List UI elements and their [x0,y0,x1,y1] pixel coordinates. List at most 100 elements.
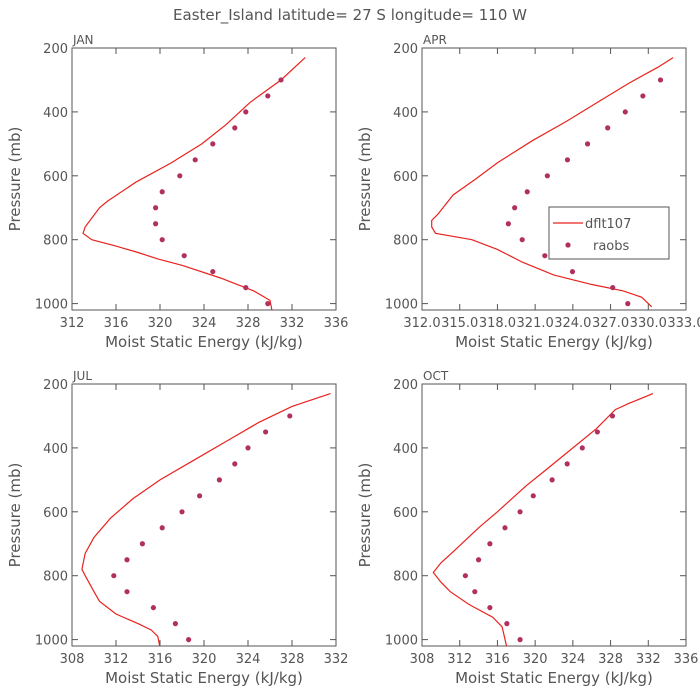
legend-box [548,206,670,260]
y-tick-label: 200 [43,378,68,393]
x-axis-label: Moist Static Energy (kJ/kg) [455,333,653,351]
x-tick-label: 332 [324,652,349,667]
data-point-raobs [265,93,271,99]
plot-area [431,57,674,308]
data-point-raobs [210,269,216,275]
data-point-raobs [153,221,159,227]
plot-area [432,393,654,646]
y-tick-label: 600 [43,170,68,185]
y-tick-label: 400 [43,442,68,457]
data-point-raobs [179,509,185,515]
data-point-raobs [640,93,646,99]
x-tick-label: 320 [148,316,173,331]
y-axis-label: Pressure (mb) [356,463,374,568]
data-point-raobs [542,253,548,259]
y-tick-label: 1000 [385,298,418,313]
y-tick-label: 800 [43,234,68,249]
x-tick-label: 324 [192,316,217,331]
data-point-raobs [243,109,249,115]
x-tick-label: 308 [410,652,435,667]
legend-dot-swatch [565,242,571,248]
data-point-raobs [487,541,493,547]
plot-frame [421,47,687,311]
plot-frame [421,383,687,647]
figure-title: Easter_Island latitude= 27 S longitude= … [173,6,527,25]
x-tick-label: 324 [236,652,261,667]
data-point-raobs [263,429,269,435]
data-point-raobs [287,413,293,419]
data-point-raobs [159,189,165,195]
plot-frame [71,47,337,311]
x-tick-label: 316 [148,652,173,667]
x-axis-label: Moist Static Energy (kJ/kg) [455,669,653,687]
data-point-raobs [472,589,478,595]
panel-label: APR [423,33,447,47]
data-point-raobs [594,429,600,435]
panels: JAN 312 316 320 324 328 332 336 200 400 600 800 1000… [6,33,700,687]
legend-entry-model: dflt107 [585,217,631,232]
y-tick-label: 200 [393,378,418,393]
x-tick-label: 308 [60,652,85,667]
y-tick-label: 400 [43,106,68,121]
x-tick-label: 330.0 [630,316,667,331]
plot-area [82,57,306,310]
y-axis-label: Pressure (mb) [6,463,24,568]
data-point-raobs [177,173,183,179]
data-point-raobs [153,205,159,211]
y-axis-label: Pressure (mb) [6,127,24,232]
data-point-raobs [569,269,576,275]
panel-jul: JUL 308 312 316 320 324 328 332 200 400 600 800 1000… [6,369,348,687]
data-point-raobs [111,573,117,579]
data-point-raobs [245,445,251,451]
data-point-raobs [172,621,178,627]
data-point-raobs [657,77,664,83]
x-tick-label: 336 [324,316,349,331]
data-point-raobs [192,157,198,163]
panel-label: JAN [72,33,94,47]
data-point-raobs [505,221,511,227]
y-axis-label: Pressure (mb) [356,127,374,232]
data-point-raobs [278,77,284,83]
data-point-raobs [504,621,510,627]
data-point-raobs [159,525,165,531]
x-tick-label: 324.0 [554,316,591,331]
data-point-raobs [181,253,187,259]
data-point-raobs [124,557,130,563]
data-point-raobs [609,413,616,419]
x-tick-label: 312 [60,316,85,331]
data-point-raobs [210,141,216,147]
x-tick-label: 312.0 [403,316,440,331]
data-point-raobs [232,125,238,131]
panel-apr: APR 312.0 315.0 318.0 321.0 324.0 327.0 330.0 33… [356,33,700,351]
series-line-dflt107 [82,57,306,310]
y-tick-label: 600 [393,170,418,185]
plot-area [81,393,331,646]
x-tick-label: 316 [485,652,510,667]
legend: dflt107 raobs [548,206,670,260]
panel-label: OCT [423,369,449,383]
y-tick-label: 600 [393,506,418,521]
y-tick-label: 400 [393,442,418,457]
x-tick-label: 328 [236,316,261,331]
data-point-raobs [232,461,238,467]
series-line-dflt107 [432,393,654,646]
data-point-raobs [139,541,145,547]
data-point-raobs [579,445,585,451]
data-point-raobs [265,301,271,307]
panel-jan: JAN 312 316 320 324 328 332 336 200 400 600 800 1000… [6,33,348,351]
data-point-raobs [605,125,611,131]
panel-label: JUL [72,369,92,383]
data-point-raobs [622,109,628,115]
data-point-raobs [512,205,518,211]
y-tick-label: 800 [43,570,68,585]
y-tick-label: 400 [393,106,418,121]
series-line-dflt107 [81,393,331,646]
data-point-raobs [150,605,156,611]
y-tick-label: 1000 [35,634,68,649]
x-tick-label: 312 [447,652,472,667]
x-tick-label: 324 [560,652,585,667]
data-point-raobs [517,509,523,515]
x-axis-label: Moist Static Energy (kJ/kg) [105,669,303,687]
data-point-raobs [243,285,249,291]
